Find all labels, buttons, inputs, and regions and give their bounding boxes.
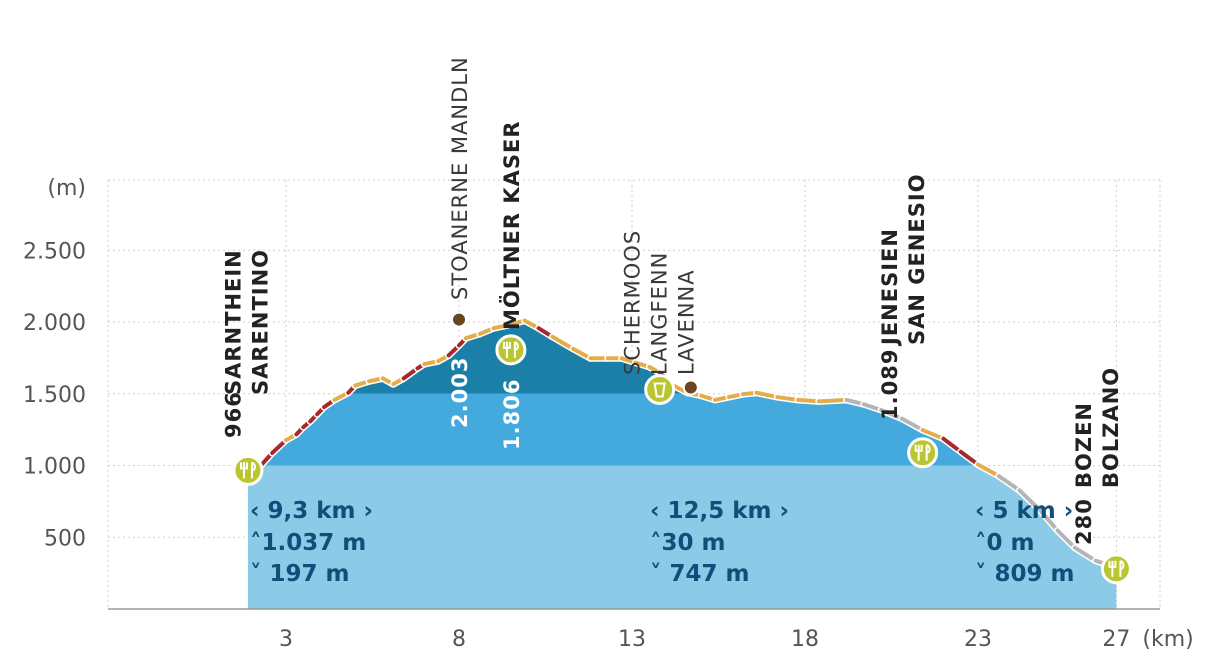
cup-glyph xyxy=(653,382,666,398)
x-tick-label: 27 xyxy=(1102,627,1130,652)
place-name: SARNTHEIN xyxy=(221,249,245,395)
route-segment xyxy=(879,407,904,421)
y-tick-label: 2.500 xyxy=(23,239,86,264)
marker-circle xyxy=(495,334,527,366)
segment-ascent: ˄0 m xyxy=(975,530,1034,556)
place-name: SARENTINO xyxy=(248,249,272,395)
marker-circle xyxy=(232,454,264,486)
route-segment xyxy=(958,449,980,467)
restaurant-icon xyxy=(1100,553,1132,585)
place-elevation: 280 xyxy=(1072,498,1096,545)
place-elevation: 1.089 xyxy=(878,349,902,420)
x-tick-label: 3 xyxy=(279,627,293,652)
segment-descent: ˅ 747 m xyxy=(650,561,750,587)
place-name: BOLZANO xyxy=(1099,367,1123,488)
y-tick-label: 2.000 xyxy=(23,311,86,336)
segment-ascent: ˄30 m xyxy=(650,530,725,556)
cutlery-glyph xyxy=(1108,559,1125,577)
restaurant-icon xyxy=(232,454,264,486)
route-segment xyxy=(899,416,925,433)
y-tick-label: 500 xyxy=(44,526,86,551)
segment-stats: ‹ 9,3 km › ˄1.037 m ˅ 197 m ‹ 12,5 km › ˄30 … xyxy=(250,498,1075,587)
y-unit-label: (m) xyxy=(47,176,86,201)
route-segment xyxy=(920,428,946,441)
y-tick-label: 1.500 xyxy=(23,383,86,408)
place-elevation: 2.003 xyxy=(448,357,472,428)
segment-stat-block: ‹ 9,3 km › ˄1.037 m ˅ 197 m xyxy=(250,498,373,587)
place-elevation: 1.806 xyxy=(500,379,524,450)
route-markers xyxy=(232,311,1132,585)
x-tick-label: 23 xyxy=(964,627,992,652)
place-name: MÖLTNER KASER xyxy=(499,120,524,330)
x-tick-label: 13 xyxy=(618,627,646,652)
restaurant-icon xyxy=(907,437,939,469)
segment-distance: ‹ 12,5 km › xyxy=(650,498,789,524)
route-segment xyxy=(754,390,780,400)
place-name: JENESIEN xyxy=(878,228,902,347)
place-name: BOZEN xyxy=(1072,402,1096,488)
x-tick-label: 18 xyxy=(791,627,819,652)
y-tick-label: 1.000 xyxy=(23,455,86,480)
summit-icon xyxy=(682,379,699,396)
route-segment xyxy=(550,334,576,351)
segment-ascent: ˄1.037 m xyxy=(250,530,366,556)
segment-descent: ˅ 809 m xyxy=(975,561,1075,587)
segment-stat-block: ‹ 12,5 km › ˄30 m ˅ 747 m xyxy=(650,498,789,587)
place-name: STOANERNE MANDLN xyxy=(448,56,472,300)
marker-circle xyxy=(1100,553,1132,585)
x-unit-label: (km) xyxy=(1142,627,1193,652)
route-segment xyxy=(1017,488,1043,513)
elevation-band xyxy=(247,393,1117,466)
place-name: SCHERMOOS xyxy=(621,230,645,375)
route-segment xyxy=(976,462,1001,478)
place-name: LANGFENN xyxy=(648,252,672,375)
cutlery-glyph xyxy=(502,340,519,358)
route-segment xyxy=(996,473,1022,493)
route-segment xyxy=(816,397,849,404)
cutlery-glyph xyxy=(239,461,256,479)
route-segment xyxy=(1072,545,1098,563)
place-name: SAN GENESIO xyxy=(905,173,929,345)
segment-descent: ˅ 197 m xyxy=(250,561,350,587)
drink-icon xyxy=(644,373,676,405)
route-segment xyxy=(1038,508,1060,533)
cutlery-glyph xyxy=(914,443,931,461)
elevation-band xyxy=(247,465,1117,609)
x-tick-label: 8 xyxy=(452,627,466,652)
segment-distance: ‹ 9,3 km › xyxy=(250,498,373,524)
place-elevation: 966 xyxy=(221,391,245,438)
marker-circle xyxy=(907,437,939,469)
segment-distance: ‹ 5 km › xyxy=(975,498,1073,524)
place-name: LAVENNA xyxy=(675,269,699,375)
axes: 500 1.000 1.500 2.000 2.500 (m) 3 8 13 18 23 27 (km) xyxy=(23,176,1194,652)
route-segment xyxy=(941,436,963,454)
marker-circle xyxy=(644,373,676,405)
route-segment xyxy=(1055,528,1077,550)
summit-icon xyxy=(451,311,467,328)
segment-stat-block: ‹ 5 km › ˄0 m ˅ 809 m xyxy=(975,498,1075,587)
restaurant-icon xyxy=(495,334,527,366)
